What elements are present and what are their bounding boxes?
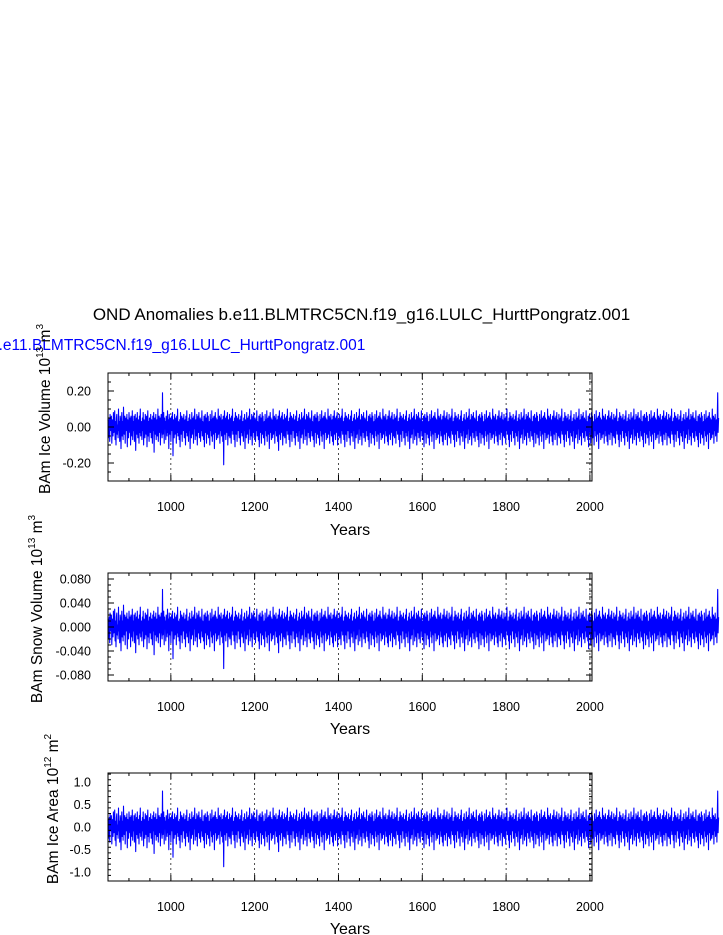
y-tick-label: 0.20: [67, 385, 91, 399]
x-axis-label: Years: [330, 721, 370, 738]
series-line: [107, 588, 720, 670]
series-line: [107, 790, 720, 868]
y-tick-label: 0.040: [60, 597, 91, 611]
x-tick-label: 1400: [325, 500, 353, 514]
y-axis-label: BAm Ice Volume 1013 m3: [35, 324, 54, 494]
y-tick-label: 0.00: [67, 421, 91, 435]
x-tick-label: 1200: [241, 500, 269, 514]
chart-subtitle: b.e11.BLMTRC5CN.f19_g16.LULC_HurttPongra…: [0, 337, 366, 354]
x-tick-label: 1200: [241, 700, 269, 714]
x-tick-label: 1800: [492, 900, 520, 914]
x-tick-label: 1000: [157, 500, 185, 514]
y-tick-label: 0.080: [60, 573, 91, 587]
chart-title: OND Anomalies b.e11.BLMTRC5CN.f19_g16.LU…: [92, 305, 631, 324]
y-axis-label: BAm Snow Volume 1013 m3: [27, 514, 46, 703]
y-tick-label: 0.5: [74, 798, 91, 812]
y-tick-label: -0.20: [63, 457, 92, 471]
x-tick-label: 1600: [408, 500, 436, 514]
x-tick-label: 1800: [492, 700, 520, 714]
x-tick-label: 1000: [157, 900, 185, 914]
y-tick-label: 1.0: [74, 776, 91, 790]
x-tick-label: 1600: [408, 700, 436, 714]
x-tick-label: 1800: [492, 500, 520, 514]
x-axis-label: Years: [330, 921, 370, 935]
x-tick-label: 1400: [325, 900, 353, 914]
y-tick-label: 0.000: [60, 621, 91, 635]
y-tick-label: -0.5: [69, 843, 91, 857]
x-tick-label: 2000: [576, 900, 604, 914]
x-tick-label: 1000: [157, 700, 185, 714]
y-tick-label: -1.0: [69, 866, 91, 880]
x-tick-label: 1200: [241, 900, 269, 914]
y-tick-label: -0.080: [56, 669, 91, 683]
series-line: [107, 392, 720, 466]
y-tick-label: -0.040: [56, 645, 91, 659]
plot-frame: [107, 772, 593, 882]
x-tick-label: 2000: [576, 500, 604, 514]
x-tick-label: 1400: [325, 700, 353, 714]
x-axis-label: Years: [330, 522, 370, 539]
y-axis-label: BAm Ice Area 1012 m2: [43, 733, 62, 884]
y-tick-label: 0.0: [74, 821, 91, 835]
x-tick-label: 2000: [576, 700, 604, 714]
x-tick-label: 1600: [408, 900, 436, 914]
